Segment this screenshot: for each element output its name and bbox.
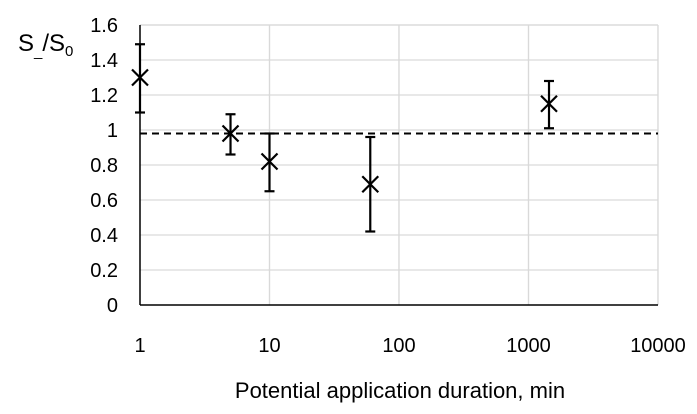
data-point — [361, 135, 380, 233]
y-tick-label: 0.2 — [90, 260, 118, 282]
x-marker-stroke — [361, 175, 380, 194]
y-tick-label: 1 — [107, 120, 118, 142]
data-point — [260, 132, 279, 193]
x-tick-label: 1000 — [506, 335, 551, 357]
grid — [140, 24, 659, 305]
data-point — [221, 113, 240, 156]
x-marker-stroke — [540, 94, 558, 113]
y-tick-label: 1.6 — [90, 15, 118, 37]
tick-labels: 0 0.2 0.4 0.6 0.8 1 1.2 1.4 1.6 1 10 100 1000 10000 — [90, 15, 686, 357]
y-tick-label: 1.2 — [90, 85, 118, 107]
data-point — [540, 79, 558, 130]
data-point — [131, 43, 149, 114]
y-tick-label: 0.4 — [90, 225, 118, 247]
x-marker-stroke — [131, 68, 149, 87]
x-axis-title: Potential application duration, min — [235, 378, 565, 403]
y-tick-label: 0 — [107, 295, 118, 317]
y-tick-label: 0.8 — [90, 155, 118, 177]
x-tick-label: 100 — [382, 335, 415, 357]
y-tick-label: 1.4 — [90, 50, 118, 72]
x-marker-stroke — [260, 152, 279, 171]
x-tick-label: 10 — [258, 335, 280, 357]
x-tick-label: 10000 — [630, 335, 686, 357]
y-axis-label: S_/S0 — [18, 30, 74, 60]
x-marker-stroke — [221, 124, 240, 143]
x-tick-label: 1 — [134, 335, 145, 357]
data-points — [131, 43, 558, 233]
y-tick-label: 0.6 — [90, 190, 118, 212]
